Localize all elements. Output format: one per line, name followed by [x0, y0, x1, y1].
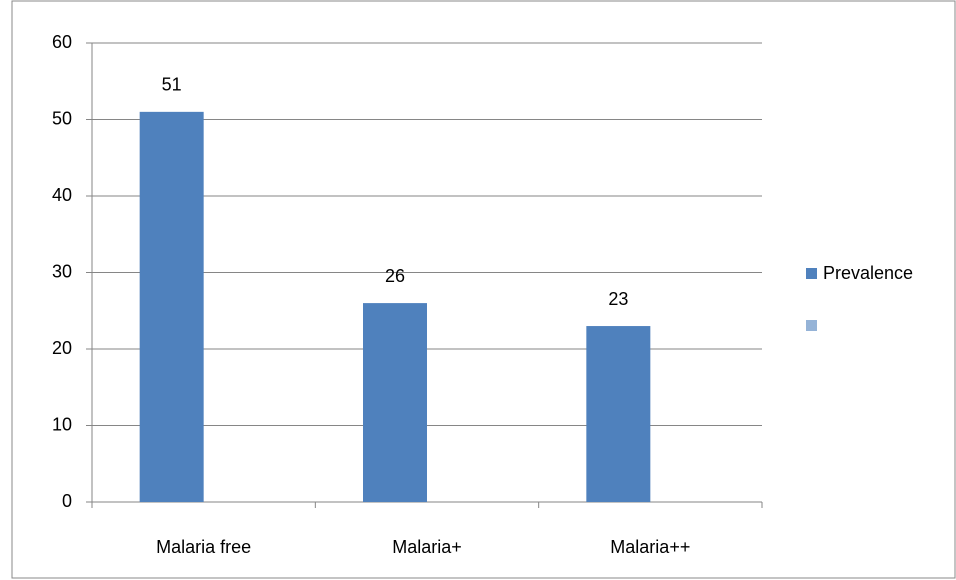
y-tick-label: 40 [52, 185, 72, 205]
data-label: 51 [162, 75, 182, 95]
x-tick-label: Malaria free [156, 537, 251, 557]
legend-label: Prevalence [823, 263, 913, 283]
x-tick-label: Malaria++ [610, 537, 690, 557]
bar [363, 303, 427, 502]
data-label: 23 [608, 289, 628, 309]
legend-swatch [806, 268, 817, 279]
x-tick-label: Malaria+ [392, 537, 462, 557]
data-label: 26 [385, 266, 405, 286]
y-tick-label: 10 [52, 414, 72, 434]
y-tick-label: 60 [52, 32, 72, 52]
y-tick-label: 0 [62, 491, 72, 511]
y-tick-label: 50 [52, 108, 72, 128]
y-tick-label: 30 [52, 261, 72, 281]
legend-swatch [806, 320, 817, 331]
bar [139, 111, 204, 502]
y-tick-label: 20 [52, 338, 72, 358]
bar [586, 326, 651, 502]
